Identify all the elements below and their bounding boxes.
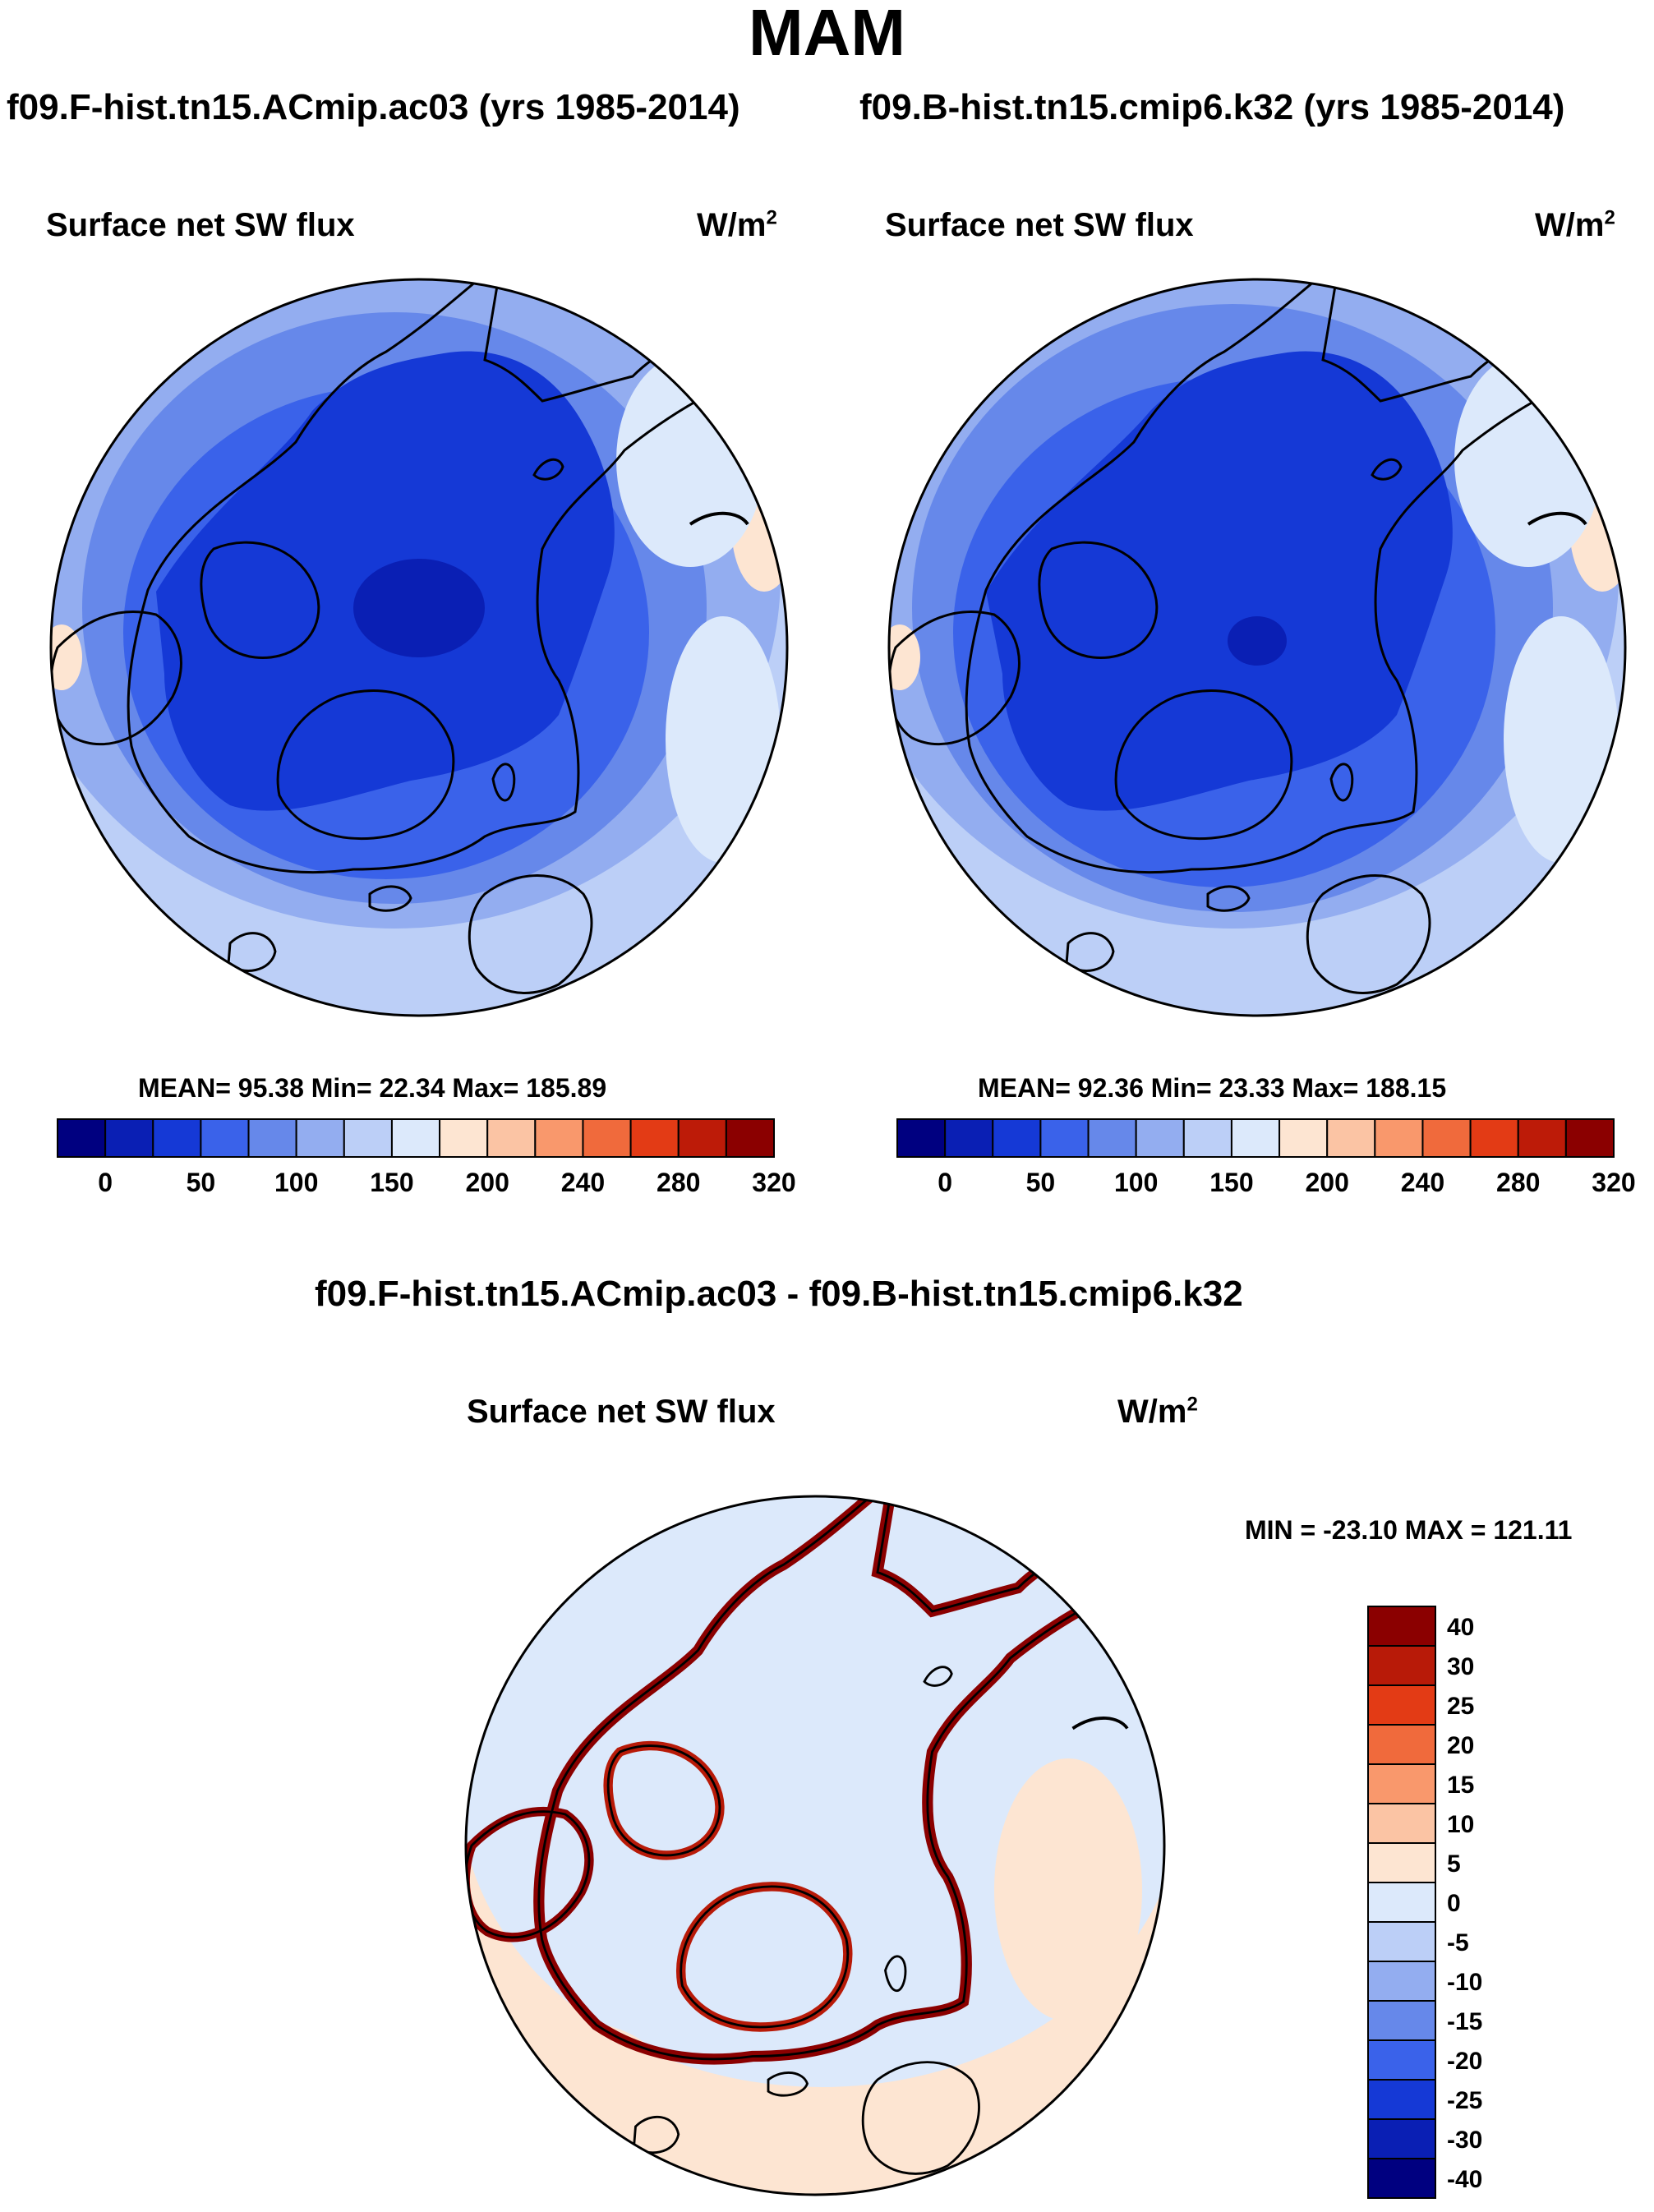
panel1-colorbar-tick-label: 320: [752, 1168, 795, 1197]
panel1-colorbar-box: [390, 1118, 441, 1158]
panel2-map: [887, 278, 1627, 1017]
diff-colorbar-tick-label: 10: [1447, 1811, 1474, 1838]
panel2-colorbar-box: [1326, 1118, 1376, 1158]
diff-colorbar-box: [1367, 1684, 1436, 1726]
panel1-colorbar-box: [629, 1118, 680, 1158]
panel1-colorbar-tick-label: 200: [466, 1168, 509, 1197]
diff-colorbar-box: [1367, 2158, 1436, 2199]
diff-colorbar-tick-label: -25: [1447, 2087, 1482, 2114]
diff-colorbar-box: [1367, 1842, 1436, 1883]
diff-colorbar-tick-label: -20: [1447, 2048, 1482, 2075]
panel1-colorbar-box: [152, 1118, 202, 1158]
main-title: MAM: [748, 0, 906, 69]
diff-colorbar-box: [1367, 1961, 1436, 2002]
diff-colorbar: 40 30 25 20 15 10 5 0 -5 -10 -15 -20 -25 -30 -40: [1367, 1606, 1482, 2199]
diff-colorbar-tick-label: 0: [1447, 1890, 1461, 1917]
panel2-colorbar-box: [1469, 1118, 1519, 1158]
diff-colorbar-tick-label: 15: [1447, 1772, 1474, 1799]
diff-colorbar-tick-label: -30: [1447, 2127, 1482, 2154]
diff-colorbar-box: [1367, 2079, 1436, 2120]
diff-map: [464, 1495, 1166, 2196]
diff-colorbar-tick-label: 30: [1447, 1653, 1474, 1680]
panel1-colorbar-box: [725, 1118, 775, 1158]
panel1-colorbar-box: [104, 1118, 154, 1158]
diff-colorbar-box: [1367, 1606, 1436, 1647]
panel2-colorbar-box: [896, 1118, 947, 1158]
diff-colorbar-tick-label: -15: [1447, 2008, 1482, 2035]
panel2-colorbar-tick-label: 100: [1114, 1168, 1158, 1197]
panel1-colorbar-tick-label: 100: [274, 1168, 318, 1197]
diff-colorbar-box: [1367, 2039, 1436, 2081]
panel1-units: W/m2: [697, 206, 777, 243]
panel2-colorbar: 0 50 100 150 200 240 280 320: [896, 1118, 1636, 1197]
panel1-colorbar-tick-label: 0: [98, 1168, 113, 1197]
diff-colorbar-box: [1367, 2000, 1436, 2041]
panel1-colorbar-box: [200, 1118, 250, 1158]
diff-colorbar-box: [1367, 1763, 1436, 1804]
panel2-colorbar-tick-label: 240: [1401, 1168, 1444, 1197]
panel2-colorbar-box: [1517, 1118, 1567, 1158]
panel1-colorbar-box: [343, 1118, 393, 1158]
diff-colorbar-tick-label: -5: [1447, 1929, 1469, 1956]
panel2-colorbar-box: [1421, 1118, 1472, 1158]
panel1-stats: MEAN= 95.38 Min= 22.34 Max= 185.89: [138, 1073, 607, 1103]
panel1-colorbar-box: [677, 1118, 727, 1158]
panel1-colorbar-box: [534, 1118, 584, 1158]
panel1-colorbar-tick-label: 240: [561, 1168, 605, 1197]
panel1-colorbar-box: [295, 1118, 345, 1158]
diff-colorbar-tick-label: -40: [1447, 2166, 1482, 2193]
panel1-colorbar: 0 50 100 150 200 240 280 320: [57, 1118, 796, 1197]
panel2-colorbar-box: [944, 1118, 994, 1158]
diff-colorbar-box: [1367, 2118, 1436, 2159]
panel1-colorbar-box: [439, 1118, 489, 1158]
panel1-colorbar-box: [247, 1118, 297, 1158]
panel2-colorbar-tick-label: 320: [1592, 1168, 1635, 1197]
panel1-colorbar-box: [486, 1118, 537, 1158]
panel2-run-title: f09.B-hist.tn15.cmip6.k32 (yrs 1985-2014…: [859, 87, 1565, 127]
panel2-colorbar-tick-label: 280: [1496, 1168, 1540, 1197]
diff-colorbar-box: [1367, 1803, 1436, 1844]
panel1-run-title: f09.F-hist.tn15.ACmip.ac03 (yrs 1985-201…: [7, 87, 740, 127]
diff-colorbar-box: [1367, 1645, 1436, 1686]
panel2-colorbar-box: [1087, 1118, 1137, 1158]
diff-colorbar-box: [1367, 1882, 1436, 1923]
panel2-colorbar-box: [1039, 1118, 1090, 1158]
diff-colorbar-tick-label: 20: [1447, 1732, 1474, 1759]
panel2-colorbar-tick-label: 150: [1209, 1168, 1253, 1197]
panel2-colorbar-tick-label: 200: [1306, 1168, 1349, 1197]
panel1-map: [49, 278, 789, 1017]
panel2-stats: MEAN= 92.36 Min= 23.33 Max= 188.15: [978, 1073, 1447, 1103]
panel2-colorbar-tick-label: 0: [938, 1168, 952, 1197]
panel1-colorbar-tick-label: 280: [657, 1168, 700, 1197]
diff-colorbar-tick-label: 5: [1447, 1850, 1461, 1878]
diff-variable-title: Surface net SW flux: [467, 1394, 776, 1430]
diff-stats: MIN = -23.10 MAX = 121.11: [1245, 1515, 1573, 1545]
panel1-colorbar-tick-label: 150: [370, 1168, 413, 1197]
panel2-colorbar-box: [992, 1118, 1042, 1158]
diff-colorbar-box: [1367, 1921, 1436, 1962]
panel2-colorbar-box: [1182, 1118, 1232, 1158]
panel2-colorbar-tick-label: 50: [1026, 1168, 1056, 1197]
diff-title: f09.F-hist.tn15.ACmip.ac03 - f09.B-hist.…: [315, 1274, 1243, 1314]
panel2-variable-title: Surface net SW flux: [885, 207, 1194, 243]
panel2-colorbar-box: [1230, 1118, 1281, 1158]
panel1-colorbar-box: [57, 1118, 107, 1158]
panel2-colorbar-box: [1374, 1118, 1424, 1158]
diff-units: W/m2: [1117, 1393, 1198, 1430]
diff-colorbar-tick-label: 25: [1447, 1693, 1474, 1720]
panel1-colorbar-box: [582, 1118, 632, 1158]
panel2-colorbar-box: [1279, 1118, 1329, 1158]
diff-colorbar-box: [1367, 1724, 1436, 1765]
diff-colorbar-tick-label: -10: [1447, 1969, 1482, 1996]
panel1-variable-title: Surface net SW flux: [46, 207, 355, 243]
panel2-colorbar-box: [1564, 1118, 1615, 1158]
panel2-colorbar-box: [1135, 1118, 1185, 1158]
panel2-units: W/m2: [1535, 206, 1615, 243]
diff-colorbar-tick-label: 40: [1447, 1614, 1474, 1641]
panel1-colorbar-tick-label: 50: [187, 1168, 216, 1197]
